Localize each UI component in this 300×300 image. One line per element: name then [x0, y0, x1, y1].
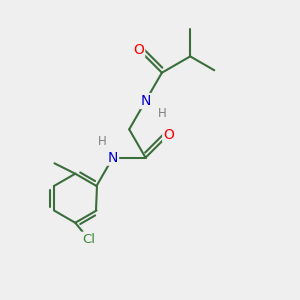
Text: N: N [108, 151, 118, 165]
Text: O: O [133, 43, 144, 57]
Text: H: H [158, 107, 166, 120]
Text: N: N [140, 94, 151, 108]
Text: H: H [98, 135, 107, 148]
Text: Cl: Cl [82, 232, 95, 246]
Text: O: O [163, 128, 174, 142]
